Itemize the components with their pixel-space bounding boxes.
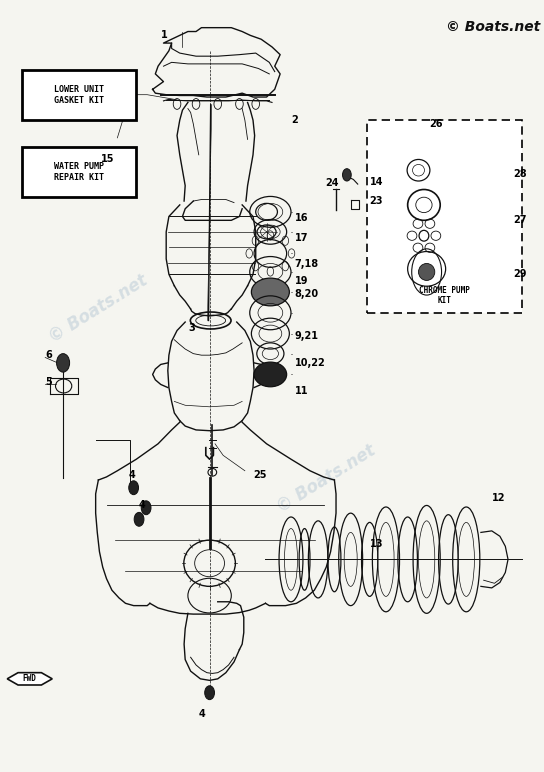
Bar	[22, 147, 137, 197]
Text: 28: 28	[514, 169, 527, 179]
Text: 29: 29	[514, 269, 527, 279]
Text: 10,22: 10,22	[295, 358, 325, 368]
Circle shape	[205, 686, 214, 699]
Ellipse shape	[254, 362, 287, 387]
Circle shape	[141, 501, 151, 515]
Text: 7,18: 7,18	[295, 259, 319, 269]
Text: 4: 4	[128, 469, 135, 479]
Text: CHROME PUMP
KIT: CHROME PUMP KIT	[419, 286, 469, 305]
Text: 1: 1	[161, 30, 168, 40]
Text: 27: 27	[514, 215, 527, 225]
Text: 16: 16	[295, 213, 308, 223]
Text: 8,20: 8,20	[295, 289, 319, 299]
Circle shape	[343, 169, 351, 181]
Ellipse shape	[251, 278, 289, 306]
Text: © Boats.net: © Boats.net	[46, 272, 151, 347]
Text: 12: 12	[492, 493, 505, 503]
Text: © Boats.net: © Boats.net	[274, 441, 379, 516]
Bar	[22, 70, 137, 120]
Ellipse shape	[418, 263, 435, 280]
Text: 11: 11	[295, 387, 308, 396]
Text: 23: 23	[370, 196, 383, 206]
Circle shape	[134, 513, 144, 527]
Text: 17: 17	[295, 233, 308, 243]
Text: 5: 5	[45, 378, 52, 387]
Text: WATER PUMP
REPAIR KIT: WATER PUMP REPAIR KIT	[54, 162, 104, 182]
Bar	[367, 120, 522, 313]
Polygon shape	[7, 672, 52, 685]
Circle shape	[57, 354, 70, 372]
Text: 3: 3	[188, 323, 195, 334]
Text: 15: 15	[101, 154, 115, 164]
Text: 19: 19	[295, 276, 308, 286]
Text: 25: 25	[253, 469, 267, 479]
Text: 24: 24	[325, 178, 339, 188]
Text: 26: 26	[429, 119, 443, 129]
Text: LOWER UNIT
GASKET KIT: LOWER UNIT GASKET KIT	[54, 86, 104, 105]
Text: 4: 4	[199, 709, 206, 719]
Text: 4: 4	[139, 500, 146, 510]
Text: FWD: FWD	[22, 674, 36, 683]
Text: © Boats.net: © Boats.net	[446, 20, 541, 34]
Text: 2: 2	[291, 115, 298, 125]
Text: 14: 14	[370, 177, 383, 187]
Text: 9,21: 9,21	[295, 331, 319, 341]
Circle shape	[129, 481, 139, 495]
Text: 6: 6	[45, 350, 52, 361]
Text: 13: 13	[370, 539, 383, 549]
